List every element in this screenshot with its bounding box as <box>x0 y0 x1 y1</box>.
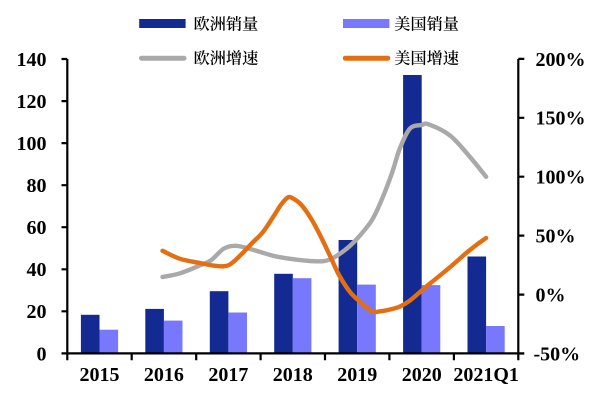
svg-text:2020: 2020 <box>402 364 442 386</box>
svg-text:80: 80 <box>27 175 47 197</box>
svg-text:40: 40 <box>27 259 47 281</box>
svg-text:100: 100 <box>17 133 47 155</box>
svg-text:20: 20 <box>27 301 47 323</box>
svg-text:2019: 2019 <box>337 364 377 386</box>
svg-text:120: 120 <box>17 91 47 113</box>
svg-text:2015: 2015 <box>80 364 120 386</box>
svg-text:2017: 2017 <box>208 364 248 386</box>
svg-text:50%: 50% <box>536 226 576 248</box>
svg-text:100%: 100% <box>536 167 586 189</box>
svg-text:150%: 150% <box>536 108 586 130</box>
svg-text:0%: 0% <box>536 284 566 306</box>
svg-text:200%: 200% <box>536 49 586 71</box>
svg-text:140: 140 <box>17 49 47 71</box>
svg-text:2018: 2018 <box>273 364 313 386</box>
svg-text:0: 0 <box>37 343 47 365</box>
svg-text:2021Q1: 2021Q1 <box>453 364 519 386</box>
svg-text:60: 60 <box>27 217 47 239</box>
svg-text:-50%: -50% <box>534 343 581 365</box>
svg-text:2016: 2016 <box>144 364 184 386</box>
